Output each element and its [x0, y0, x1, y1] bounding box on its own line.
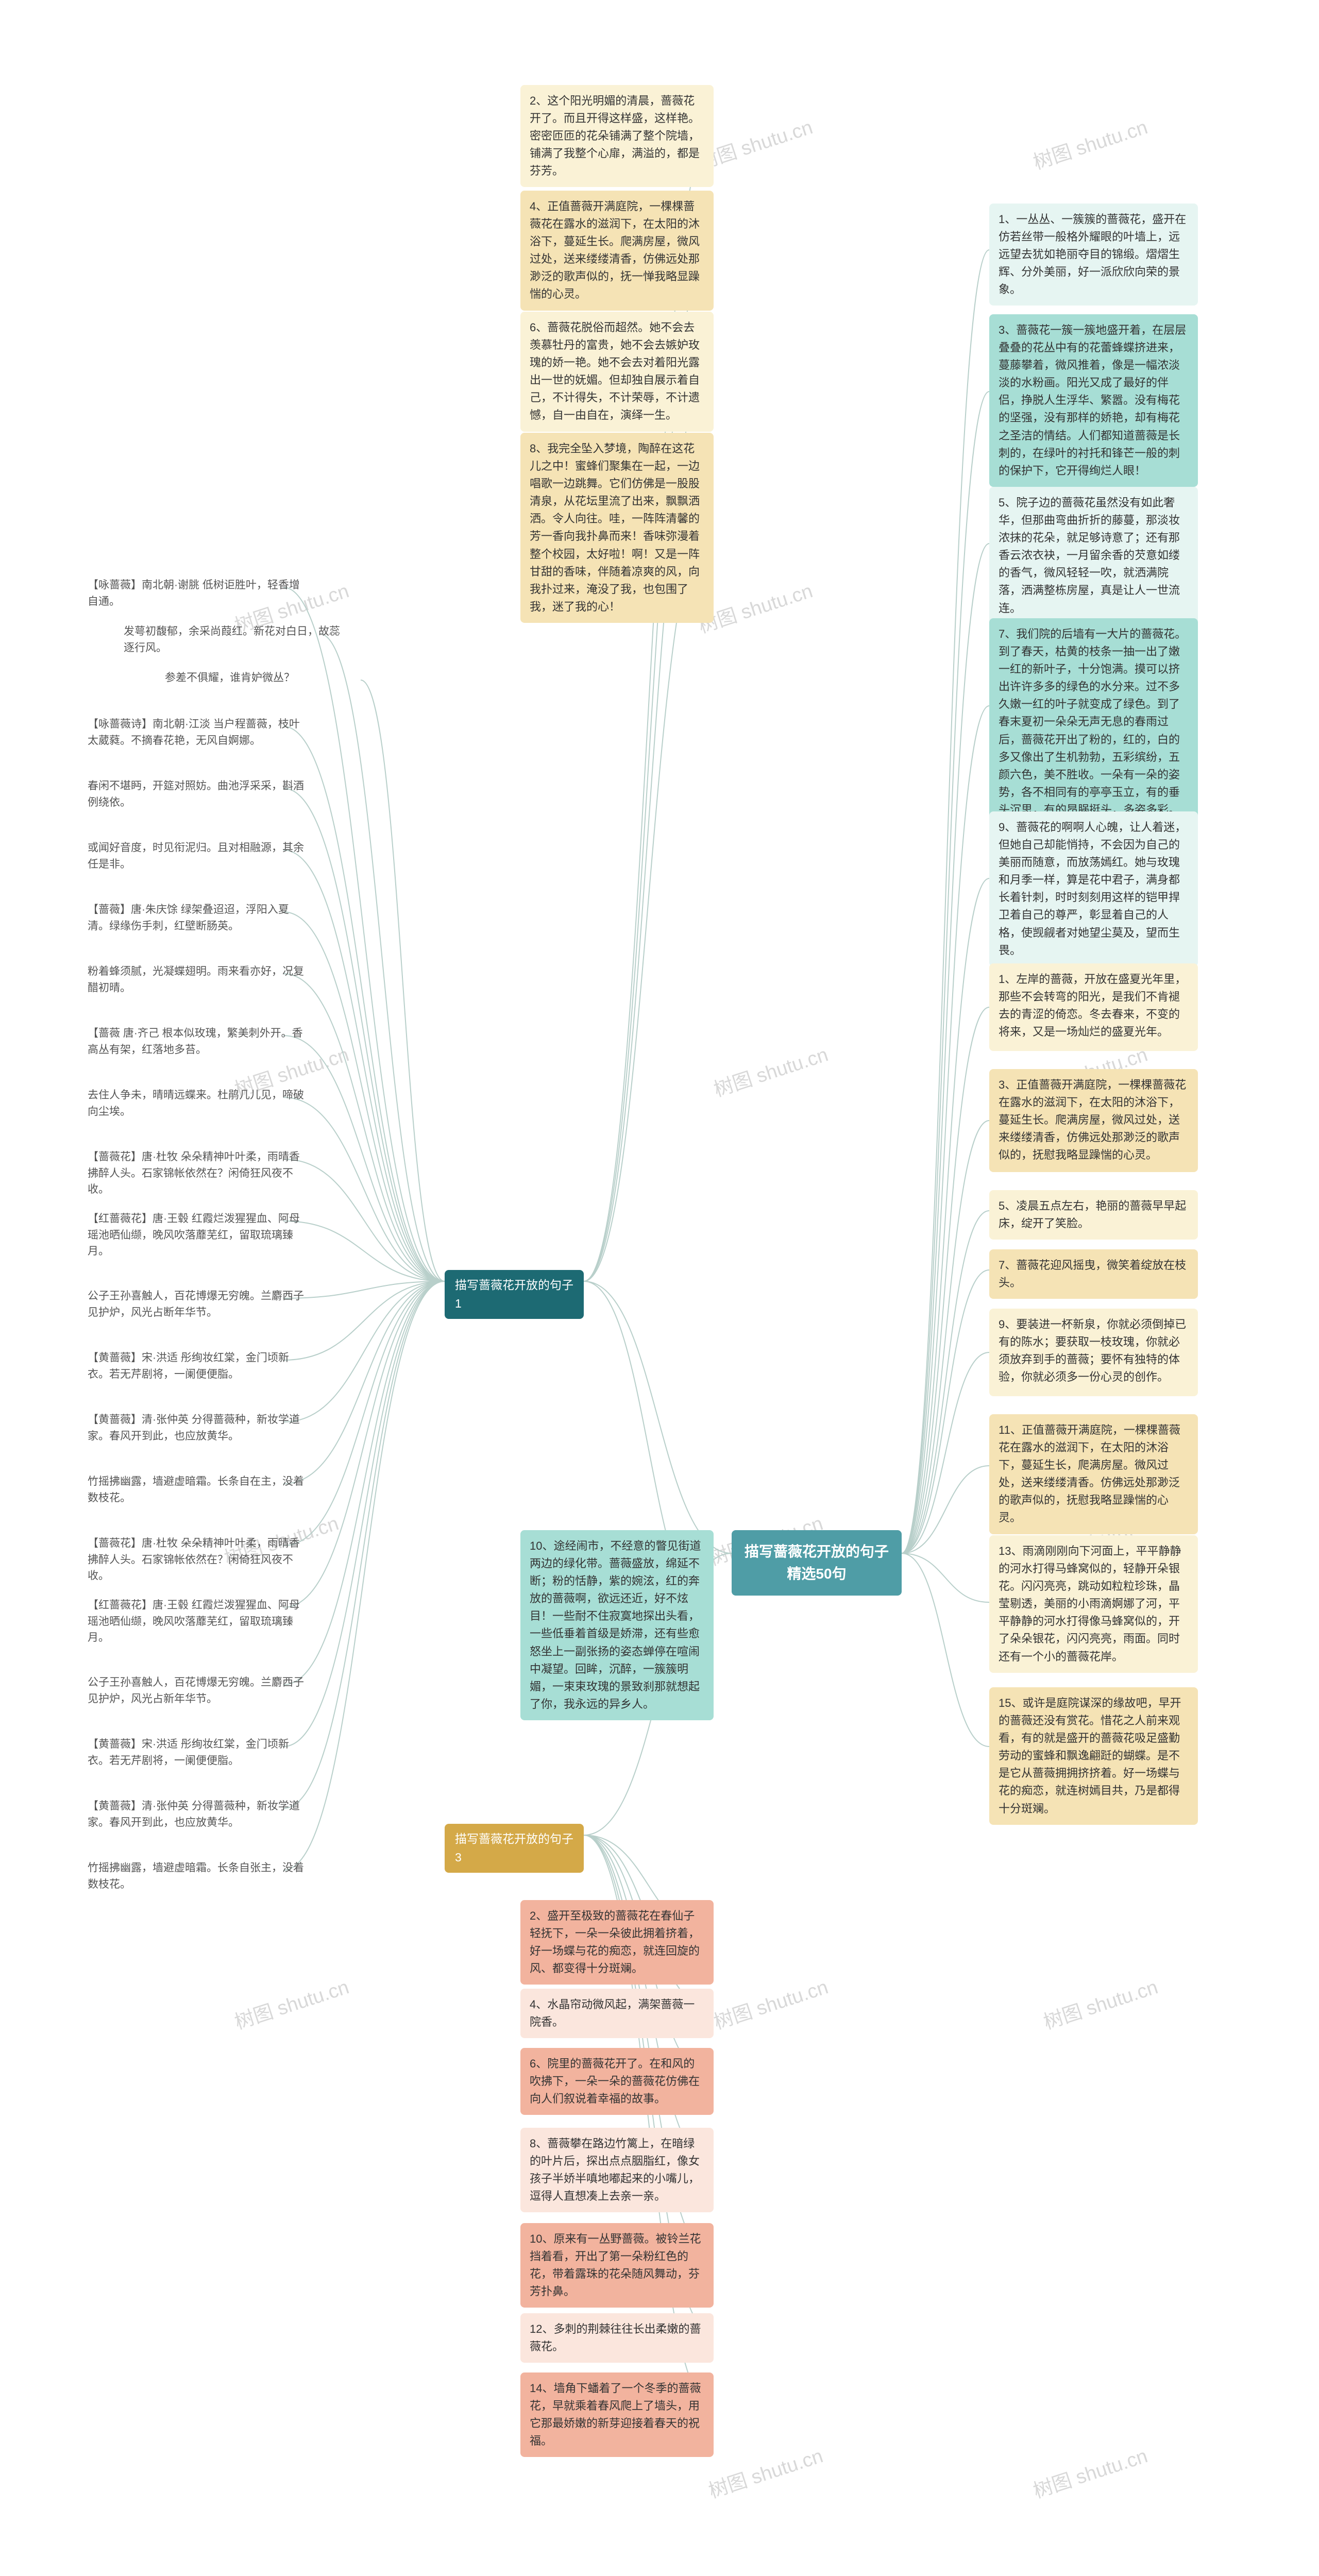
- right-node-5-text: 1、左岸的蔷薇，开放在盛夏光年里，那些不会转弯的阳光，是我们不肯褪去的青涩的倚恋…: [999, 973, 1186, 1038]
- poem-12: 公子王孙喜触人，百花博爆无穷魄。兰麝西子见护炉，风光占断年华节。: [88, 1288, 304, 1320]
- root-node-text: 描写蔷薇花开放的句子精选50句: [745, 1544, 889, 1582]
- mid-node-11: 14、墙角下蟠着了一个冬季的蔷薇花，早就乘着春风爬上了墙头，用它那最娇嫩的新芽迎…: [520, 2372, 714, 2457]
- right-node-4: 9、蔷薇花的啊啊人心魄，让人着迷，但她自己却能悄持，不会因为自己的美丽而随意，而…: [989, 811, 1198, 967]
- watermark: 树图 shutu.cn: [704, 2440, 826, 2503]
- mid-node-8-text: 8、蔷薇攀在路边竹篱上，在暗绿的叶片后，探出点点胭脂红，像女孩子半娇半嗔地嘟起来…: [530, 2137, 700, 2202]
- watermark: 树图 shutu.cn: [709, 1971, 831, 2035]
- mid-node-1: 4、正值蔷薇开满庭院，一棵棵蔷薇花在露水的滋润下，在太阳的沐浴下，蔓延生长。爬满…: [520, 191, 714, 311]
- mid-node-3-text: 8、我完全坠入梦境，陶醉在这花儿之中！蜜蜂们聚集在一起，一边唱歌一边跳舞。它们仿…: [530, 442, 700, 613]
- right-node-4-text: 9、蔷薇花的啊啊人心魄，让人着迷，但她自己却能悄持，不会因为自己的美丽而随意，而…: [999, 821, 1186, 957]
- poem-20: 【黄蔷薇】清·张仲英 分得蔷薇种，新妆学道家。春风开到此，也应放黄华。: [88, 1798, 304, 1831]
- mid-node-10-text: 12、多刺的荆棘往往长出柔嫩的蔷薇花。: [530, 2323, 701, 2353]
- watermark: 树图 shutu.cn: [1029, 2440, 1151, 2503]
- poem-7: 粉着蜂须腻，光凝蝶翅明。雨来看亦好，况复醋初晴。: [88, 963, 304, 996]
- branch-b1: 描写蔷薇花开放的句子1: [445, 1270, 584, 1319]
- mid-node-6-text: 4、水晶帘动微风起，满架蔷薇一院香。: [530, 1998, 695, 2028]
- poem-9: 去住人争未，晴晴远蝶来。杜鹃几儿见，啼破向尘埃。: [88, 1087, 304, 1120]
- poem-10: 【蔷薇花】唐·杜牧 朵朵精神叶叶柔，雨晴香拂醉人头。石家锦帐依然在？闲倚狂风夜不…: [88, 1149, 304, 1198]
- right-node-7-text: 5、凌晨五点左右，艳丽的蔷薇早早起床，绽开了笑脸。: [999, 1199, 1186, 1230]
- poem-3: 【咏蔷薇诗】南北朝·江淡 当户程蔷薇，枝叶太葳蕤。不摘春花艳，无风自婀娜。: [88, 716, 304, 749]
- right-node-12-text: 15、或许是庭院谋深的缘故吧，早开的蔷薇还没有赏花。惜花之人前来观看，有的就是盛…: [999, 1697, 1181, 1815]
- poem-18: 公子王孙喜触人，百花博爆无穷魄。兰麝西子见护炉，风光占新年华节。: [88, 1674, 304, 1707]
- mid-node-10: 12、多刺的荆棘往往长出柔嫩的蔷薇花。: [520, 2313, 714, 2363]
- right-node-3-text: 7、我们院的后墙有一大片的蔷薇花。到了春天，枯黄的枝条一抽一出了嫩一红的新叶子，…: [999, 628, 1186, 816]
- mid-node-9-text: 10、原来有一丛野蔷薇。被铃兰花挡着看，开出了第一朵粉红色的花，带着露珠的花朵随…: [530, 2232, 701, 2298]
- mid-node-4-text: 10、途经闹市，不经意的瞥见街道两边的绿化带。蔷薇盛放，绵延不断；粉的恬静，紫的…: [530, 1539, 701, 1710]
- mid-node-11-text: 14、墙角下蟠着了一个冬季的蔷薇花，早就乘着春风爬上了墙头，用它那最娇嫩的新芽迎…: [530, 2382, 701, 2447]
- poem-8: 【蔷薇 唐·齐己 根本似玫瑰，繁美刺外开。香高丛有架，红落地多苔。: [88, 1025, 304, 1058]
- right-node-2-text: 5、院子边的蔷薇花虽然没有如此奢华，但那曲弯曲折折的藤蔓，那淡妆浓抹的花朵，就足…: [999, 496, 1180, 615]
- mid-node-7-text: 6、院里的蔷薇花开了。在和风的吹拂下，一朵一朵的蔷薇花仿佛在向人们叙说着幸福的故…: [530, 2057, 700, 2105]
- right-node-3: 7、我们院的后墙有一大片的蔷薇花。到了春天，枯黄的枝条一抽一出了嫩一红的新叶子，…: [989, 618, 1198, 826]
- right-node-10-text: 11、正值蔷薇开满庭院，一棵棵蔷薇花在露水的滋润下，在太阳的沐浴下，蔓延生长，爬…: [999, 1423, 1180, 1524]
- mid-node-2-text: 6、蔷薇花脱俗而超然。她不会去羡慕牡丹的富贵，她不会去嫉妒玫瑰的娇一艳。她不会去…: [530, 321, 700, 421]
- right-node-11-text: 13、雨滴刚刚向下河面上，平平静静的河水打得马蜂窝似的，轻静开朵银花。闪闪亮亮，…: [999, 1545, 1181, 1663]
- mid-node-2: 6、蔷薇花脱俗而超然。她不会去羡慕牡丹的富贵，她不会去嫉妒玫瑰的娇一艳。她不会去…: [520, 312, 714, 432]
- poem-14: 【黄蔷薇】清·张仲英 分得蔷薇种，新妆学道家。春风开到此，也应放黄华。: [88, 1412, 304, 1444]
- mid-node-0: 2、这个阳光明媚的清晨，蔷薇花开了。而且开得这样盛，这样艳。密密匝匝的花朵铺满了…: [520, 85, 714, 187]
- mid-node-8: 8、蔷薇攀在路边竹篱上，在暗绿的叶片后，探出点点胭脂红，像女孩子半娇半嗔地嘟起来…: [520, 2128, 714, 2212]
- mid-node-5-text: 2、盛开至极致的蔷薇花在春仙子轻抚下，一朵一朵彼此拥着挤着，好一场蝶与花的痴恋，…: [530, 1909, 700, 1975]
- poem-11: 【红蔷薇花】唐·王毂 红霞烂泼猩猩血、阿母瑶池晒仙缬，晚风吹落蘼芜红，留取琉璃臻…: [88, 1211, 304, 1260]
- mid-node-1-text: 4、正值蔷薇开满庭院，一棵棵蔷薇花在露水的滋润下，在太阳的沐浴下，蔓延生长。爬满…: [530, 200, 700, 300]
- mid-node-9: 10、原来有一丛野蔷薇。被铃兰花挡着看，开出了第一朵粉红色的花，带着露珠的花朵随…: [520, 2223, 714, 2308]
- right-node-9: 9、要装进一杯新泉，你就必须倒掉已有的陈水；要获取一枝玫瑰，你就必须放弃到手的蔷…: [989, 1309, 1198, 1396]
- watermark: 树图 shutu.cn: [1029, 111, 1151, 175]
- right-node-8-text: 7、蔷薇花迎风摇曳，微笑着绽放在枝头。: [999, 1259, 1186, 1289]
- right-node-1-text: 3、蔷薇花一簇一簇地盛开着，在层层叠叠的花丛中有的花蕾蜂蝶挤进来，蔓藤攀着，微风…: [999, 324, 1186, 477]
- mid-node-4: 10、途经闹市，不经意的瞥见街道两边的绿化带。蔷薇盛放，绵延不断；粉的恬静，紫的…: [520, 1530, 714, 1720]
- poem-19: 【黄蔷薇】宋·洪适 彤绚妆红棠，金门顷新衣。若无芹剧将，一阑便便脂。: [88, 1736, 304, 1769]
- poem-5: 或闻好音度，时见衔泥归。且对相融源，其余任是非。: [88, 840, 304, 872]
- right-node-10: 11、正值蔷薇开满庭院，一棵棵蔷薇花在露水的滋润下，在太阳的沐浴下，蔓延生长，爬…: [989, 1414, 1198, 1534]
- poem-0: 【咏蔷薇】南北朝·谢脁 低树讵胜叶，轻香增自通。: [88, 577, 304, 609]
- mid-node-5: 2、盛开至极致的蔷薇花在春仙子轻抚下，一朵一朵彼此拥着挤着，好一场蝶与花的痴恋，…: [520, 1900, 714, 1985]
- root-node: 描写蔷薇花开放的句子精选50句: [732, 1530, 902, 1596]
- poem-1: 发萼初馥郁，余采尚葭红。新花对白日，故蕊逐行风。: [124, 623, 340, 656]
- right-node-5: 1、左岸的蔷薇，开放在盛夏光年里，那些不会转弯的阳光，是我们不肯褪去的青涩的倚恋…: [989, 963, 1198, 1051]
- right-node-8: 7、蔷薇花迎风摇曳，微笑着绽放在枝头。: [989, 1249, 1198, 1299]
- mid-node-7: 6、院里的蔷薇花开了。在和风的吹拂下，一朵一朵的蔷薇花仿佛在向人们叙说着幸福的故…: [520, 2048, 714, 2115]
- poem-2: 参差不俱耀，谁肯妒微丛？: [165, 670, 295, 686]
- right-node-6: 3、正值蔷薇开满庭院，一棵棵蔷薇花在露水的滋润下，在太阳的沐浴下，蔓延生长。爬满…: [989, 1069, 1198, 1172]
- poem-13: 【黄蔷薇】宋·洪适 彤绚妆红棠，金门顷新衣。若无芹剧将，一阑便便脂。: [88, 1350, 304, 1382]
- poem-4: 春闲不堪眄，开筵对照妨。曲池浮采采，斟酒例绕依。: [88, 778, 304, 810]
- branch-b3: 描写蔷薇花开放的句子3: [445, 1824, 584, 1873]
- poem-17: 【红蔷薇花】唐·王毂 红霞烂泼猩猩血、阿母瑶池晒仙缬，晚风吹落蘼芜红，留取琉璃臻…: [88, 1597, 304, 1646]
- branch-b3-text: 描写蔷薇花开放的句子3: [455, 1832, 573, 1864]
- mid-node-0-text: 2、这个阳光明媚的清晨，蔷薇花开了。而且开得这样盛，这样艳。密密匝匝的花朵铺满了…: [530, 94, 700, 177]
- watermark: 树图 shutu.cn: [1039, 1971, 1161, 2035]
- right-node-1: 3、蔷薇花一簇一簇地盛开着，在层层叠叠的花丛中有的花蕾蜂蝶挤进来，蔓藤攀着，微风…: [989, 314, 1198, 487]
- right-node-11: 13、雨滴刚刚向下河面上，平平静静的河水打得马蜂窝似的，轻静开朵银花。闪闪亮亮，…: [989, 1535, 1198, 1673]
- poem-21: 竹摇拂幽露，墙避虚暗霜。长条自张主，没着数枝花。: [88, 1860, 304, 1892]
- right-node-6-text: 3、正值蔷薇开满庭院，一棵棵蔷薇花在露水的滋润下，在太阳的沐浴下，蔓延生长。爬满…: [999, 1078, 1186, 1161]
- right-node-9-text: 9、要装进一杯新泉，你就必须倒掉已有的陈水；要获取一枝玫瑰，你就必须放弃到手的蔷…: [999, 1318, 1186, 1383]
- poem-6: 【蔷薇】唐·朱庆馀 绿架叠迢迢，浮阳入夏清。绿缘伤手刺，红壁断肠英。: [88, 902, 304, 934]
- poem-15: 竹摇拂幽露，墙避虚暗霜。长条自在主，没着数枝花。: [88, 1473, 304, 1506]
- right-node-2: 5、院子边的蔷薇花虽然没有如此奢华，但那曲弯曲折折的藤蔓，那淡妆浓抹的花朵，就足…: [989, 487, 1198, 624]
- right-node-7: 5、凌晨五点左右，艳丽的蔷薇早早起床，绽开了笑脸。: [989, 1190, 1198, 1240]
- right-node-12: 15、或许是庭院谋深的缘故吧，早开的蔷薇还没有赏花。惜花之人前来观看，有的就是盛…: [989, 1687, 1198, 1825]
- mid-node-6: 4、水晶帘动微风起，满架蔷薇一院香。: [520, 1989, 714, 2038]
- branch-b1-text: 描写蔷薇花开放的句子1: [455, 1278, 573, 1310]
- right-node-0-text: 1、一丛丛、一簇簇的蔷薇花，盛开在仿若丝带一般格外耀眼的叶墙上，远远望去犹如艳丽…: [999, 213, 1186, 296]
- poem-16: 【蔷薇花】唐·杜牧 朵朵精神叶叶柔，雨晴香拂醉人头。石家锦帐依然在？闲倚狂风夜不…: [88, 1535, 304, 1584]
- watermark: 树图 shutu.cn: [230, 1971, 352, 2035]
- right-node-0: 1、一丛丛、一簇簇的蔷薇花，盛开在仿若丝带一般格外耀眼的叶墙上，远远望去犹如艳丽…: [989, 204, 1198, 306]
- mid-node-3: 8、我完全坠入梦境，陶醉在这花儿之中！蜜蜂们聚集在一起，一边唱歌一边跳舞。它们仿…: [520, 433, 714, 623]
- watermark: 树图 shutu.cn: [709, 1039, 831, 1102]
